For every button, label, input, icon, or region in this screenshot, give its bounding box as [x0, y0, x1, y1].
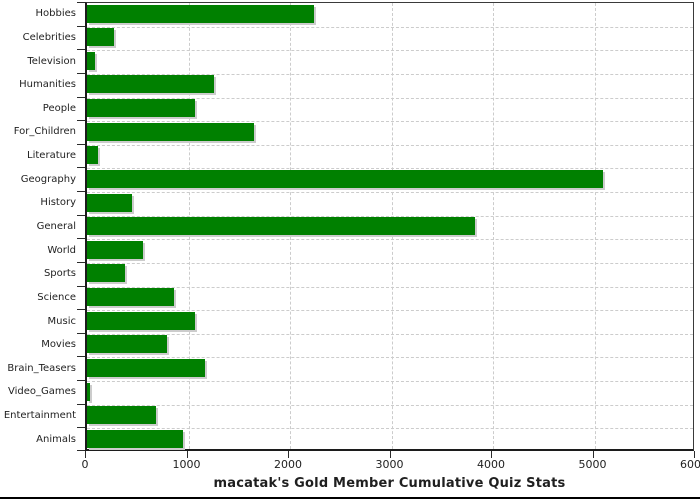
y-axis-tick — [77, 191, 85, 193]
y-axis-label: World — [47, 244, 76, 256]
y-axis-tick — [77, 403, 85, 405]
y-axis-tick — [77, 427, 85, 429]
horizontal-gridline — [87, 192, 693, 194]
bar-hobbies — [87, 4, 315, 23]
x-axis-tick — [592, 451, 594, 458]
bar-geography — [87, 169, 603, 188]
bar-video_games — [87, 382, 91, 401]
horizontal-gridline — [87, 381, 693, 383]
horizontal-gridline — [87, 286, 693, 288]
bar-history — [87, 193, 133, 212]
horizontal-gridline — [87, 73, 693, 75]
x-axis-label: 2000 — [274, 458, 302, 471]
bar-music — [87, 311, 195, 330]
bar-humanities — [87, 75, 214, 94]
horizontal-gridline — [87, 215, 693, 217]
y-axis-label: Hobbies — [35, 8, 76, 20]
x-axis-tick — [491, 451, 492, 458]
y-axis-tick — [77, 261, 85, 263]
y-axis-tick — [77, 332, 85, 334]
bar-for_children — [87, 122, 255, 141]
horizontal-gridline — [87, 26, 693, 28]
x-axis-tick — [389, 451, 391, 458]
y-axis-label: Science — [37, 291, 76, 303]
horizontal-gridline — [87, 168, 693, 170]
bar-entertainment — [87, 406, 156, 425]
y-axis-label: History — [40, 197, 76, 209]
y-axis-label: General — [36, 220, 76, 232]
y-axis-label: Movies — [41, 339, 76, 351]
x-axis-label: 6000 — [680, 458, 700, 471]
horizontal-gridline — [87, 428, 693, 430]
horizontal-gridline — [87, 121, 693, 123]
x-axis-tick — [694, 451, 695, 458]
y-axis-label: Animals — [36, 433, 76, 445]
horizontal-gridline — [87, 239, 693, 241]
horizontal-gridline — [87, 50, 693, 52]
y-axis-tick — [77, 143, 85, 145]
y-axis-tick — [77, 380, 85, 382]
horizontal-gridline — [87, 262, 693, 264]
bar-television — [87, 51, 96, 70]
horizontal-gridline — [87, 404, 693, 406]
horizontal-gridline — [87, 144, 693, 146]
horizontal-gridline — [87, 97, 693, 99]
vertical-gridline — [594, 3, 596, 449]
bar-animals — [87, 429, 184, 448]
chart-title: macatak's Gold Member Cumulative Quiz St… — [213, 476, 566, 491]
y-axis-label: Music — [47, 315, 76, 327]
x-axis-label: 4000 — [477, 458, 505, 471]
bar-literature — [87, 146, 98, 165]
y-axis-tick — [77, 238, 85, 240]
y-axis-tick — [77, 72, 85, 74]
y-axis-label: Brain_Teasers — [7, 362, 76, 374]
y-axis-tick — [77, 356, 85, 358]
y-axis-label: Entertainment — [3, 410, 76, 422]
y-axis-label: Literature — [27, 150, 76, 162]
x-axis-label: 1000 — [172, 458, 201, 471]
y-axis-label: Humanities — [19, 79, 76, 91]
bar-sports — [87, 264, 125, 283]
y-axis-tick — [77, 214, 85, 216]
x-axis-label: 0 — [81, 458, 89, 471]
y-axis-tick — [77, 120, 85, 122]
y-axis-tick — [77, 49, 85, 51]
x-axis-tick — [85, 451, 86, 458]
bottom-border-line — [0, 497, 700, 499]
y-axis-label: Celebrities — [22, 31, 76, 43]
x-axis-tick — [186, 451, 188, 458]
bar-science — [87, 288, 174, 307]
horizontal-gridline — [87, 310, 693, 312]
y-axis-tick — [77, 450, 85, 451]
vertical-gridline — [493, 3, 494, 449]
horizontal-gridline — [87, 357, 693, 359]
bar-brain_teasers — [87, 358, 205, 377]
x-axis-label: 3000 — [375, 458, 404, 471]
bar-movies — [87, 335, 168, 354]
x-axis-tick — [288, 451, 289, 458]
bar-people — [87, 99, 195, 118]
y-axis-label: Video_Games — [8, 386, 76, 398]
y-axis-label: For_Children — [13, 126, 76, 138]
y-axis-label: Sports — [43, 268, 76, 280]
y-axis-tick — [77, 285, 85, 287]
y-axis-label: Television — [27, 55, 76, 67]
y-axis-tick — [77, 309, 85, 311]
plot-area — [85, 2, 694, 451]
bar-celebrities — [87, 28, 115, 47]
y-axis-tick — [77, 25, 85, 27]
y-axis-tick — [77, 96, 85, 98]
horizontal-gridline — [87, 333, 693, 335]
y-axis-tick — [77, 167, 85, 169]
x-axis-label: 5000 — [578, 458, 607, 471]
y-axis-label: Geography — [20, 173, 76, 185]
y-axis-tick — [77, 2, 85, 3]
bar-world — [87, 240, 144, 259]
bar-general — [87, 217, 475, 236]
y-axis-label: People — [42, 102, 76, 114]
